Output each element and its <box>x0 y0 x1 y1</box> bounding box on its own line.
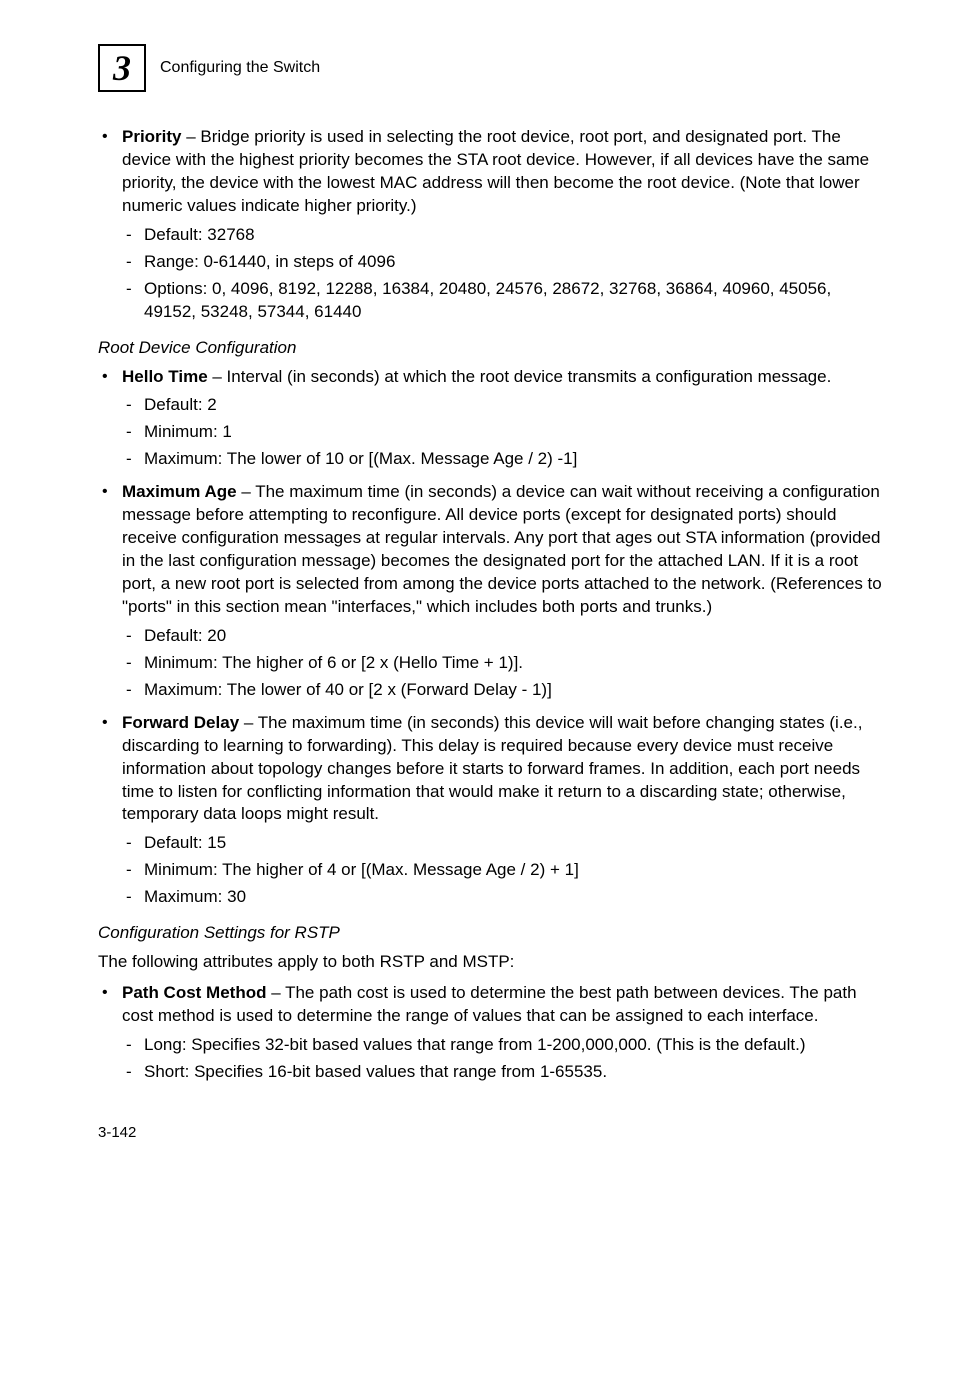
bullet-block-2: Hello Time – Interval (in seconds) at wh… <box>98 366 882 910</box>
chapter-badge: 3 <box>98 44 146 92</box>
text-maxage: – The maximum time (in seconds) a device… <box>122 482 882 616</box>
item-priority: Priority – Bridge priority is used in se… <box>122 126 882 324</box>
label-path: Path Cost Method <box>122 983 267 1002</box>
header-title: Configuring the Switch <box>160 59 320 77</box>
label-maxage: Maximum Age <box>122 482 237 501</box>
fwd-min: Minimum: The higher of 4 or [(Max. Messa… <box>144 859 882 882</box>
item-hello: Hello Time – Interval (in seconds) at wh… <box>122 366 882 472</box>
maxage-default: Default: 20 <box>144 625 882 648</box>
hello-min: Minimum: 1 <box>144 421 882 444</box>
bullet-block-1: Priority – Bridge priority is used in se… <box>98 126 882 324</box>
text-priority: – Bridge priority is used in selecting t… <box>122 127 869 215</box>
text-hello: – Interval (in seconds) at which the roo… <box>208 367 832 386</box>
path-short: Short: Specifies 16-bit based values tha… <box>144 1061 882 1084</box>
item-path: Path Cost Method – The path cost is used… <box>122 982 882 1084</box>
bullet-block-3: Path Cost Method – The path cost is used… <box>98 982 882 1084</box>
priority-range: Range: 0-61440, in steps of 4096 <box>144 251 882 274</box>
priority-options: Options: 0, 4096, 8192, 12288, 16384, 20… <box>144 278 882 324</box>
fwd-default: Default: 15 <box>144 832 882 855</box>
page-number: 3-142 <box>98 1124 882 1141</box>
section-root-device: Root Device Configuration <box>98 338 882 358</box>
path-long: Long: Specifies 32-bit based values that… <box>144 1034 882 1057</box>
maxage-max: Maximum: The lower of 40 or [2 x (Forwar… <box>144 679 882 702</box>
item-maxage: Maximum Age – The maximum time (in secon… <box>122 481 882 701</box>
fwd-max: Maximum: 30 <box>144 886 882 909</box>
maxage-min: Minimum: The higher of 6 or [2 x (Hello … <box>144 652 882 675</box>
label-fwd: Forward Delay <box>122 713 239 732</box>
item-fwd: Forward Delay – The maximum time (in sec… <box>122 712 882 910</box>
page-header: 3 Configuring the Switch <box>98 44 882 92</box>
hello-default: Default: 2 <box>144 394 882 417</box>
priority-default: Default: 32768 <box>144 224 882 247</box>
section-rstp: Configuration Settings for RSTP <box>98 923 882 943</box>
rstp-intro: The following attributes apply to both R… <box>98 951 882 974</box>
label-priority: Priority <box>122 127 182 146</box>
label-hello: Hello Time <box>122 367 208 386</box>
hello-max: Maximum: The lower of 10 or [(Max. Messa… <box>144 448 882 471</box>
